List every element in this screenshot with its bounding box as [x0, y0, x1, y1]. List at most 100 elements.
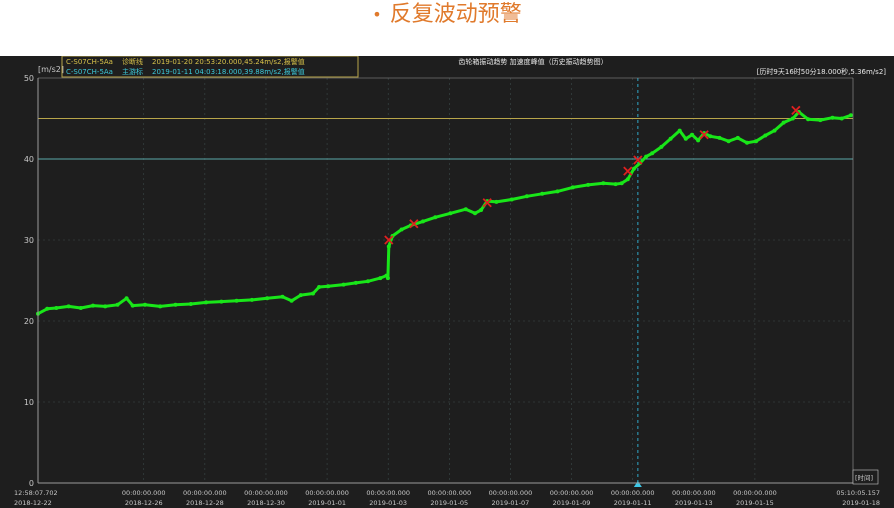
- x-tick-time: 00:00:00.000: [550, 489, 594, 497]
- data-point: [625, 177, 630, 182]
- x-tick-time: 00:00:00.000: [122, 489, 166, 497]
- data-point: [601, 181, 606, 186]
- x-tick-time: 00:00:00.000: [672, 489, 716, 497]
- data-point: [726, 139, 731, 144]
- x-tick-time: 05:10:05.157: [836, 489, 880, 497]
- data-point: [717, 135, 722, 140]
- x-tick-date: 2019-01-11: [614, 499, 652, 507]
- data-point: [479, 208, 484, 212]
- data-point: [708, 134, 713, 139]
- legend-row2-tag: 主游标: [122, 67, 143, 76]
- legend-row1-text: 2019-01-20 20:53:20.000,45.24m/s2,报警值: [152, 57, 305, 66]
- data-point: [219, 299, 224, 304]
- threshold-lines: [38, 118, 853, 160]
- data-point: [173, 302, 178, 307]
- x-tick-time: 00:00:00.000: [611, 489, 655, 497]
- data-point: [386, 244, 391, 249]
- y-axis-label: [m/s2]: [38, 65, 64, 74]
- x-tick-time: 00:00:00.000: [244, 489, 288, 497]
- x-tick-date: 2018-12-26: [125, 499, 163, 507]
- data-point: [463, 207, 468, 212]
- alarm-marker-stroke: [623, 166, 633, 176]
- data-point: [158, 304, 163, 309]
- y-axis-ticks: 0 10 20 30 40 50: [24, 74, 34, 488]
- x-tick-date: 2019-01-09: [553, 499, 591, 507]
- data-point: [586, 182, 591, 187]
- data-point: [781, 120, 786, 125]
- x-tick-date: 2018-12-22: [14, 499, 52, 507]
- data-point: [848, 113, 853, 118]
- data-point: [524, 194, 529, 199]
- data-point: [683, 136, 688, 141]
- data-point: [839, 116, 844, 121]
- chart-panel: 0 10 20 30 40 50 12:58:07.702 2018-12-22 00:00:…: [0, 56, 894, 508]
- alarm-marker-icon[interactable]: [791, 105, 801, 116]
- alarm-marker-stroke: [791, 105, 801, 116]
- data-point: [124, 296, 129, 301]
- x-tick-time: 12:58:07.702: [14, 489, 58, 497]
- grid: [38, 78, 853, 483]
- x-tick-time: 00:00:00.000: [183, 489, 227, 497]
- data-point: [311, 291, 315, 296]
- x-tick-time: 00:00:00.000: [305, 489, 349, 497]
- x-tick-date: 2019-01-03: [369, 499, 407, 507]
- chart-title: 齿轮箱振动趋势 加速度峰值（历史振动趋势图）: [458, 57, 607, 66]
- page-title-text: 反复波动预警: [389, 2, 522, 27]
- series-layer: [36, 110, 853, 316]
- range-info: [历时9天16时50分18.000秒,5.36m/s2]: [757, 67, 887, 76]
- x-tick-time: 00:00:00.000: [366, 489, 410, 497]
- alarm-markers: [384, 105, 801, 245]
- alarm-marker-icon[interactable]: [384, 235, 394, 245]
- alarm-marker-icon[interactable]: [409, 219, 419, 229]
- data-point: [249, 297, 254, 302]
- x-tick-date: 2019-01-05: [430, 499, 468, 507]
- data-point: [659, 144, 664, 149]
- data-point: [130, 303, 135, 308]
- alarm-marker-stroke: [409, 219, 419, 229]
- alarm-marker-icon[interactable]: [623, 166, 633, 176]
- x-tick-date: 2018-12-28: [186, 499, 224, 507]
- x-axis-label: [时间]: [855, 473, 873, 482]
- alarm-marker-icon[interactable]: [633, 155, 643, 165]
- legend-row2-text: 2019-01-11 04:03:18.000,39.88m/s2,报警值: [152, 67, 305, 76]
- data-point: [650, 151, 655, 156]
- page-title: • 反复波动预警: [0, 0, 894, 30]
- data-point: [745, 140, 749, 145]
- data-point: [115, 302, 120, 307]
- y-tick-label: 0: [29, 479, 34, 488]
- data-point: [448, 211, 453, 216]
- data-point: [473, 211, 477, 216]
- cursor-handle-icon[interactable]: [633, 481, 642, 487]
- data-point: [66, 304, 71, 309]
- data-point: [54, 306, 59, 310]
- legend-row1-tag: 诊断线: [122, 57, 143, 66]
- alarm-marker-stroke: [482, 198, 492, 208]
- x-tick-date: 2019-01-01: [308, 499, 346, 507]
- x-tick-time: 00:00:00.000: [427, 489, 471, 497]
- trend-chart: 0 10 20 30 40 50 12:58:07.702 2018-12-22 00:00:…: [14, 56, 887, 507]
- x-axis-label-box: [852, 469, 879, 485]
- alarm-marker-stroke: [384, 235, 394, 245]
- x-tick-date: 2019-01-13: [675, 499, 713, 507]
- data-point: [399, 227, 404, 232]
- data-point: [234, 298, 239, 303]
- x-tick-date: 2019-01-18: [842, 499, 880, 507]
- data-point: [806, 117, 811, 122]
- data-point: [668, 136, 673, 141]
- data-point: [509, 197, 514, 202]
- y-tick-label: 50: [24, 74, 34, 83]
- alarm-marker-icon[interactable]: [482, 198, 492, 208]
- data-point: [353, 280, 358, 285]
- data-point: [91, 303, 95, 308]
- data-point: [677, 128, 682, 133]
- alarm-marker-icon[interactable]: [699, 130, 709, 140]
- data-point: [143, 302, 147, 307]
- y-tick-label: 10: [24, 398, 34, 407]
- data-point: [754, 139, 759, 144]
- data-point: [644, 154, 649, 159]
- bullet-icon: •: [372, 5, 382, 24]
- data-point: [763, 133, 768, 138]
- x-tick-time: 00:00:00.000: [733, 489, 777, 497]
- data-point: [289, 298, 294, 303]
- data-point: [830, 115, 835, 120]
